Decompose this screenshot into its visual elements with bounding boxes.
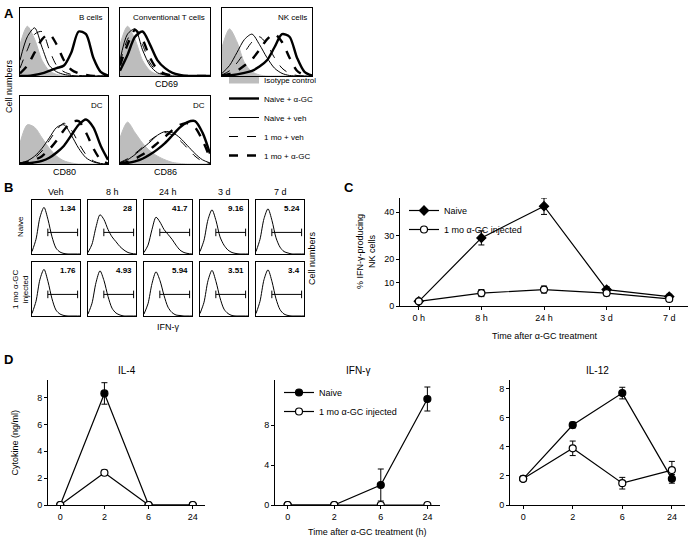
svg-text:2: 2 xyxy=(37,473,42,483)
svg-text:6: 6 xyxy=(499,413,504,423)
svg-text:6: 6 xyxy=(146,512,151,522)
svg-text:1.34: 1.34 xyxy=(60,204,76,213)
svg-text:24 h: 24 h xyxy=(535,313,553,323)
svg-text:28: 28 xyxy=(123,204,132,213)
svg-text:B: B xyxy=(4,180,13,195)
svg-text:Naive: Naive xyxy=(319,388,342,398)
svg-text:DC: DC xyxy=(193,101,205,110)
svg-text:6: 6 xyxy=(378,512,383,522)
svg-text:24: 24 xyxy=(188,512,198,522)
svg-text:IL-4: IL-4 xyxy=(118,365,136,376)
svg-text:4.93: 4.93 xyxy=(116,266,132,275)
svg-text:2: 2 xyxy=(570,512,575,522)
svg-text:6: 6 xyxy=(37,420,42,430)
svg-text:9.16: 9.16 xyxy=(228,204,244,213)
svg-text:24 h: 24 h xyxy=(159,187,177,197)
svg-text:8: 8 xyxy=(264,420,269,430)
svg-text:CD86: CD86 xyxy=(154,167,177,177)
svg-text:Naive: Naive xyxy=(16,216,25,237)
svg-text:0: 0 xyxy=(499,500,504,510)
svg-text:CD69: CD69 xyxy=(155,79,178,89)
svg-text:5.24: 5.24 xyxy=(284,204,300,213)
svg-text:CD80: CD80 xyxy=(53,167,76,177)
svg-text:8 h: 8 h xyxy=(106,187,119,197)
svg-text:3 d: 3 d xyxy=(600,313,613,323)
svg-text:Conventional T cells: Conventional T cells xyxy=(133,13,205,22)
svg-text:24: 24 xyxy=(422,512,432,522)
svg-text:1.76: 1.76 xyxy=(60,266,76,275)
svg-text:0: 0 xyxy=(37,500,42,510)
svg-text:Veh: Veh xyxy=(48,187,64,197)
svg-text:41.7: 41.7 xyxy=(172,204,188,213)
svg-text:2: 2 xyxy=(332,512,337,522)
svg-text:Cell numbers: Cell numbers xyxy=(307,231,317,285)
svg-text:8: 8 xyxy=(37,393,42,403)
svg-text:0: 0 xyxy=(389,301,394,311)
svg-text:6: 6 xyxy=(620,512,625,522)
svg-text:1 mo α-GC injected: 1 mo α-GC injected xyxy=(319,407,397,417)
svg-text:2: 2 xyxy=(102,512,107,522)
svg-text:3 d: 3 d xyxy=(218,187,231,197)
svg-text:DC: DC xyxy=(91,101,103,110)
svg-text:IFN-γ: IFN-γ xyxy=(157,322,179,332)
svg-text:IL-12: IL-12 xyxy=(586,365,609,376)
svg-text:B cells: B cells xyxy=(79,13,103,22)
svg-text:24: 24 xyxy=(667,512,677,522)
svg-text:A: A xyxy=(4,6,14,21)
svg-text:7 d: 7 d xyxy=(663,313,676,323)
svg-text:1 mo α-GC injected: 1 mo α-GC injected xyxy=(444,225,522,235)
svg-text:20: 20 xyxy=(384,254,394,264)
svg-text:8: 8 xyxy=(499,384,504,394)
svg-text:0 h: 0 h xyxy=(413,313,426,323)
svg-text:% IFN-γ-producingNK cells: % IFN-γ-producingNK cells xyxy=(355,214,377,289)
svg-text:IFN-γ: IFN-γ xyxy=(346,365,370,376)
svg-text:0: 0 xyxy=(58,512,63,522)
svg-text:10: 10 xyxy=(384,278,394,288)
svg-text:30: 30 xyxy=(384,231,394,241)
svg-text:8 h: 8 h xyxy=(475,313,488,323)
svg-text:0: 0 xyxy=(285,512,290,522)
svg-text:Time after α-GC treatment: Time after α-GC treatment xyxy=(492,331,597,341)
svg-text:Cell numbers: Cell numbers xyxy=(4,59,14,113)
svg-text:3.51: 3.51 xyxy=(228,266,244,275)
svg-text:4: 4 xyxy=(37,446,42,456)
svg-text:Time after α-GC treatment (h): Time after α-GC treatment (h) xyxy=(308,527,426,537)
svg-text:1 mo + veh: 1 mo + veh xyxy=(264,133,304,142)
svg-text:Naive + α-GC: Naive + α-GC xyxy=(264,95,313,104)
svg-text:1 mo + α-GC: 1 mo + α-GC xyxy=(264,152,310,161)
svg-text:Isotype control: Isotype control xyxy=(264,76,316,85)
svg-text:D: D xyxy=(4,352,13,367)
svg-text:Naive: Naive xyxy=(444,206,467,216)
svg-text:Naive + veh: Naive + veh xyxy=(264,114,306,123)
svg-text:0: 0 xyxy=(521,512,526,522)
svg-text:4: 4 xyxy=(264,460,269,470)
svg-text:2: 2 xyxy=(499,471,504,481)
svg-text:0: 0 xyxy=(264,500,269,510)
svg-text:Cytokine (ng/ml): Cytokine (ng/ml) xyxy=(10,410,20,476)
svg-text:3.4: 3.4 xyxy=(288,266,300,275)
svg-text:4: 4 xyxy=(499,442,504,452)
svg-text:5.94: 5.94 xyxy=(172,266,188,275)
svg-text:C: C xyxy=(344,180,354,195)
svg-text:1 mo α-GCinjected: 1 mo α-GCinjected xyxy=(11,269,30,309)
svg-text:7 d: 7 d xyxy=(274,187,287,197)
svg-text:NK cells: NK cells xyxy=(278,13,307,22)
svg-text:40: 40 xyxy=(384,207,394,217)
